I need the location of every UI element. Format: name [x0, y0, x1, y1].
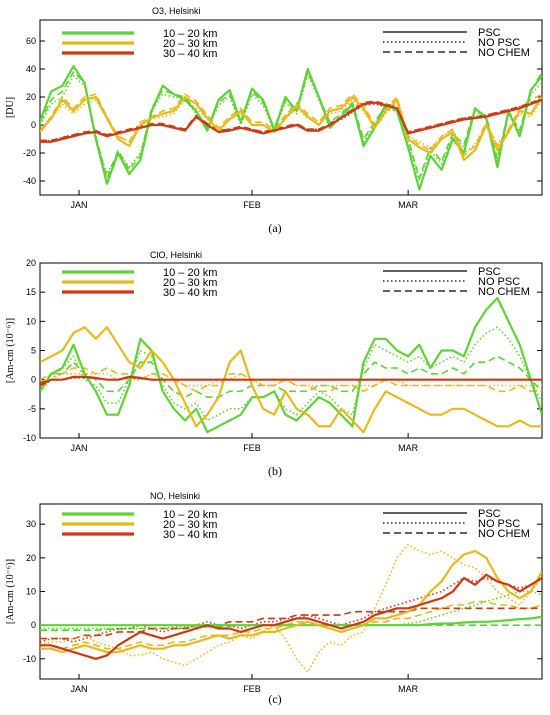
x-tick-label: MAR — [398, 443, 419, 453]
series-30-40km-no-psc — [40, 577, 542, 643]
y-axis-title: [Am-cm (10⁻⁶)] — [5, 318, 16, 383]
legend-style-label: NO CHEM — [478, 286, 530, 298]
legend-style-label: NO PSC — [478, 276, 520, 288]
legend-style-label: NO CHEM — [478, 528, 530, 540]
y-tick-label: 0 — [31, 120, 36, 130]
series-30-40km-psc — [40, 573, 542, 660]
chart-title: ClO, Helsinki — [150, 250, 202, 260]
series-10-20km-no-chem — [40, 624, 542, 632]
y-axis-title: [DU] — [5, 97, 16, 118]
series-10-20km-psc — [40, 65, 542, 191]
y-tick-label: 15 — [26, 287, 36, 297]
series-20-30km-no-chem — [40, 600, 542, 650]
legend-style-label: NO CHEM — [478, 47, 530, 59]
x-tick-label: JAN — [71, 200, 88, 210]
y-tick-label: 10 — [26, 587, 36, 597]
x-tick-label: FEB — [243, 443, 261, 453]
legend-style-label: NO PSC — [478, 518, 520, 530]
panel-2: -10 -5 0 5 10 15 20 JAN FEB MAR [Am-cm (10⁻⁶)] ClO,… — [5, 250, 543, 478]
legend-style-label: PSC — [478, 508, 501, 520]
series-10-20km-no-psc — [40, 590, 542, 630]
legend-label: 20 – 30 km — [163, 277, 217, 289]
panel-caption: (b) — [268, 464, 282, 478]
x-tick-label: FEB — [243, 200, 261, 210]
y-tick-label: 20 — [26, 553, 36, 563]
y-tick-label: 0 — [31, 620, 36, 630]
panel-caption: (c) — [268, 692, 281, 706]
y-tick-label: -10 — [23, 433, 36, 443]
chart-title: O3, Helsinki — [152, 6, 201, 16]
x-tick-label: MAR — [398, 200, 419, 210]
x-tick-label: MAR — [398, 684, 419, 694]
chart-title: NO, Helsinki — [150, 491, 200, 501]
y-tick-label: 5 — [31, 346, 36, 356]
series-20-30km-no-psc — [40, 372, 542, 387]
y-tick-label: -20 — [23, 148, 36, 158]
series-20-30km-psc — [40, 326, 542, 434]
legend-label: 30 – 40 km — [163, 529, 217, 541]
panel-3: -10 0 10 20 30 JAN FEB MAR [Am-cm (10⁻⁶)] NO, Hel… — [5, 491, 543, 706]
panel-1: -40 -20 0 20 40 60 JAN FEB MAR [DU] O3, Helsinki 10… — [5, 6, 543, 235]
x-tick-label: JAN — [71, 443, 88, 453]
legend-label: 20 – 30 km — [163, 519, 217, 531]
series-20-30km-psc — [40, 549, 542, 654]
legend-style-label: PSC — [478, 266, 501, 278]
series-10-20km-no-psc — [40, 73, 542, 182]
legend-label: 30 – 40 km — [163, 48, 217, 60]
y-axis-title: [Am-cm (10⁻⁶)] — [5, 559, 16, 624]
y-tick-label: 40 — [26, 64, 36, 74]
y-tick-label: -40 — [23, 176, 36, 186]
series-20-30km-no-psc — [40, 543, 542, 674]
series-20-30km-no-psc — [40, 99, 542, 154]
y-tick-label: 10 — [26, 316, 36, 326]
series-20-30km-psc — [40, 95, 542, 162]
legend-label: 10 – 20 km — [163, 28, 217, 40]
legend-label: 20 – 30 km — [163, 38, 217, 50]
series-30-40km-psc — [40, 98, 542, 143]
legend-style-label: PSC — [478, 27, 501, 39]
x-tick-label: JAN — [71, 684, 88, 694]
legend-label: 10 – 20 km — [163, 509, 217, 521]
panel-caption: (a) — [268, 221, 281, 235]
series-30-40km-psc — [40, 375, 542, 387]
legend-style-label: NO PSC — [478, 37, 520, 49]
y-tick-label: 20 — [26, 258, 36, 268]
y-tick-label: 20 — [26, 92, 36, 102]
x-tick-label: FEB — [243, 684, 261, 694]
y-tick-label: -5 — [28, 404, 36, 414]
series-10-20km-psc — [40, 615, 542, 627]
series-10-20km-psc — [40, 296, 542, 434]
y-tick-label: 60 — [26, 36, 36, 46]
series-30-40km-no-chem — [40, 607, 542, 640]
y-tick-label: 0 — [31, 375, 36, 385]
series-30-40km-no-chem — [40, 99, 542, 142]
legend-label: 30 – 40 km — [163, 287, 217, 299]
y-tick-label: 30 — [26, 519, 36, 529]
plot-frame — [39, 19, 543, 196]
series-10-20km-no-chem — [40, 355, 542, 399]
legend-label: 10 – 20 km — [163, 267, 217, 279]
y-tick-label: -10 — [23, 654, 36, 664]
